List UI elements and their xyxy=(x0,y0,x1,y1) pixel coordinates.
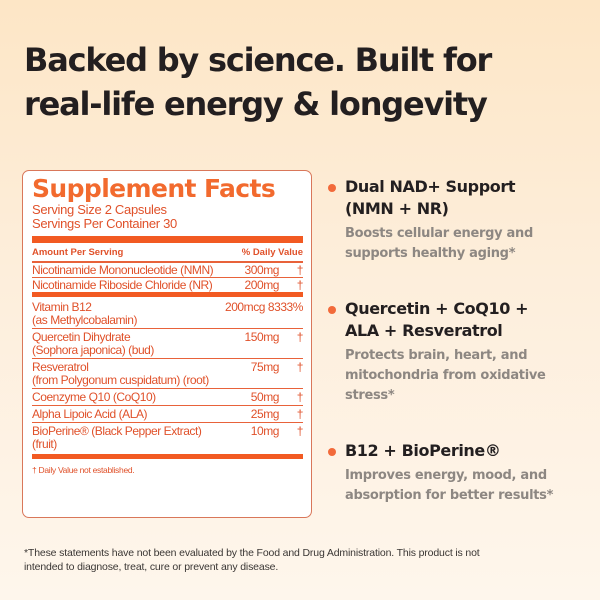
page-headline: Backed by science. Built for real-life e… xyxy=(24,38,584,126)
benefit-title: Quercetin + CoQ10 + ALA + Resveratrol xyxy=(345,299,529,340)
divider-medium xyxy=(32,454,303,459)
ingredient-daily-value: 8333% xyxy=(267,300,304,314)
ingredient-amount: 150mg xyxy=(244,330,280,344)
ingredient-row: Alpha Lipoic Acid (ALA) 25mg † xyxy=(32,406,303,423)
daily-value-label: % Daily Value xyxy=(241,247,303,258)
benefit-description: Protects brain, heart, and mitochondria … xyxy=(345,348,546,403)
ingredient-row: Coenzyme Q10 (CoQ10) 50mg † xyxy=(32,389,303,406)
ingredient-amount: 50mg xyxy=(250,390,280,404)
headline-line-2: real-life energy & longevity xyxy=(24,85,488,123)
divider-thick xyxy=(32,236,303,243)
facts-header-row: Amount Per Serving % Daily Value xyxy=(32,243,303,261)
ingredient-daily-value: † xyxy=(296,330,304,344)
other-ingredient-group: Vitamin B12 (as Methylcobalamin) 200mcg … xyxy=(32,297,303,452)
ingredient-amount: 10mg xyxy=(250,424,280,438)
ingredient-row: Quercetin Dihydrate (Sophora japonica) (… xyxy=(32,329,303,359)
ingredient-row: Nicotinamide Mononucleotide (NMN) 300mg … xyxy=(32,263,303,278)
ingredient-name: Resveratrol xyxy=(32,360,89,374)
fda-disclaimer: *These statements have not been evaluate… xyxy=(24,547,480,573)
serving-size: Serving Size 2 Capsules xyxy=(32,202,167,217)
ingredient-daily-value: † xyxy=(296,390,304,404)
ingredient-name: Coenzyme Q10 (CoQ10) xyxy=(32,390,156,404)
ingredient-daily-value: † xyxy=(296,424,304,438)
amount-per-serving-label: Amount Per Serving xyxy=(32,247,124,258)
ingredient-name: BioPerine® (Black Pepper Extract) xyxy=(32,424,202,438)
ingredient-name: Vitamin B12 xyxy=(32,300,92,314)
benefit-description: Boosts cellular energy and supports heal… xyxy=(345,226,533,261)
ingredient-amount: 300mg xyxy=(244,263,280,277)
ingredient-name: Alpha Lipoic Acid (ALA) xyxy=(32,407,148,421)
ingredient-amount: 200mg xyxy=(244,278,280,292)
ingredient-row: Resveratrol (from Polygonum cuspidatum) … xyxy=(32,359,303,389)
ingredient-name: Nicotinamide Riboside Chloride (NR) xyxy=(32,278,213,292)
ingredient-daily-value: † xyxy=(296,360,304,374)
supplement-facts-title: Supplement Facts xyxy=(32,174,276,203)
headline-line-1: Backed by science. Built for xyxy=(24,41,492,79)
ingredient-name: Nicotinamide Mononucleotide (NMN) xyxy=(32,263,214,277)
divider-thin xyxy=(32,261,303,263)
benefit-item: B12 + BioPerine® Improves energy, mood, … xyxy=(328,440,593,506)
ingredient-daily-value: † xyxy=(296,407,304,421)
servings-per-container: Servings Per Container 30 xyxy=(32,216,177,231)
bullet-dot-icon xyxy=(328,184,336,192)
ingredient-daily-value: † xyxy=(296,263,304,277)
supplement-facts-label: Supplement Facts Serving Size 2 Capsules… xyxy=(22,170,312,518)
ingredient-row: Vitamin B12 (as Methylcobalamin) 200mcg … xyxy=(32,297,303,329)
ingredient-source: (from Polygonum cuspidatum) (root) xyxy=(32,373,209,387)
benefit-item: Dual NAD+ Support (NMN + NR) Boosts cell… xyxy=(328,176,593,298)
benefit-description: Improves energy, mood, and absorption fo… xyxy=(345,468,554,503)
bullet-dot-icon xyxy=(328,306,336,314)
ingredient-source: (Sophora japonica) (bud) xyxy=(32,343,154,357)
ingredient-amount: 75mg xyxy=(250,360,280,374)
ingredient-daily-value: † xyxy=(296,278,304,292)
ingredient-source: (as Methylcobalamin) xyxy=(32,313,138,327)
ingredient-amount: 25mg xyxy=(250,407,280,421)
ingredient-name: Quercetin Dihydrate xyxy=(32,330,131,344)
benefit-title: B12 + BioPerine® xyxy=(345,441,501,460)
bullet-dot-icon xyxy=(328,448,336,456)
nad-ingredient-group: Nicotinamide Mononucleotide (NMN) 300mg … xyxy=(32,263,303,292)
benefit-title: Dual NAD+ Support (NMN + NR) xyxy=(345,177,516,218)
ingredient-source: (fruit) xyxy=(32,437,57,451)
ingredient-row: BioPerine® (Black Pepper Extract) (fruit… xyxy=(32,423,303,452)
ingredient-row: Nicotinamide Riboside Chloride (NR) 200m… xyxy=(32,278,303,292)
benefits-list: Dual NAD+ Support (NMN + NR) Boosts cell… xyxy=(328,176,593,506)
divider-medium xyxy=(32,292,303,297)
benefit-item: Quercetin + CoQ10 + ALA + Resveratrol Pr… xyxy=(328,298,593,440)
ingredient-amount: 200mcg xyxy=(224,300,265,314)
daily-value-footnote: † Daily Value not established. xyxy=(32,465,135,475)
